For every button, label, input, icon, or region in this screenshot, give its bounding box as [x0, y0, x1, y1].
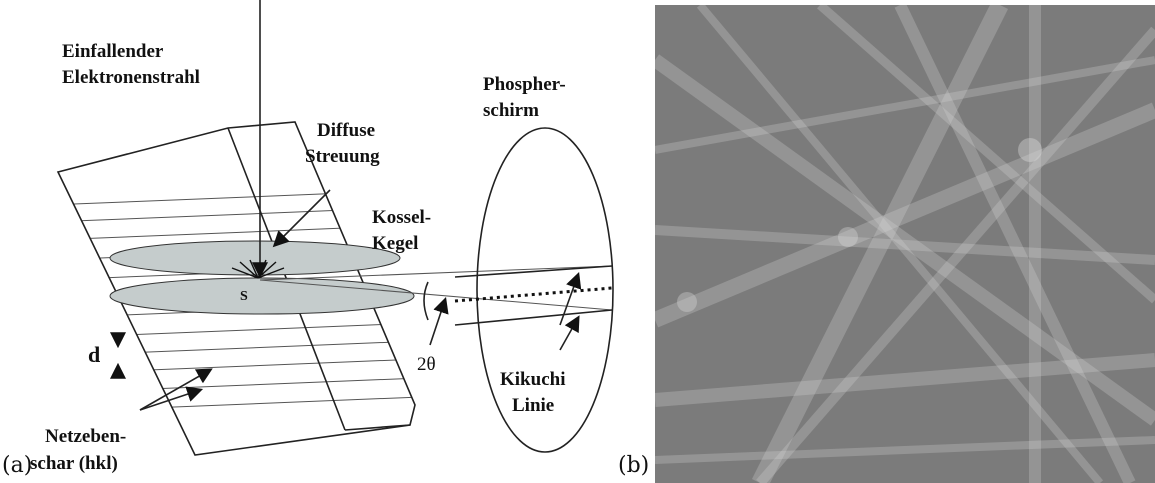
label: Phospher-schirm: [483, 74, 566, 121]
arrow: [430, 300, 445, 345]
label: Kossel-Kegel: [372, 207, 431, 254]
label: S: [240, 289, 248, 304]
arrow: [560, 275, 578, 325]
center-line: [455, 288, 612, 301]
kikuchi-pattern: [655, 5, 1155, 483]
figure: EinfallenderElektronenstrahl DiffuseStre…: [0, 0, 1155, 483]
arrow: [275, 190, 330, 245]
panel-label: (a): [2, 453, 32, 478]
angle-arc: [424, 282, 428, 320]
label: d: [88, 342, 100, 367]
label: 2θ: [417, 354, 436, 375]
label: Netzeben-schar (hkl): [30, 426, 126, 474]
panel-label: (b): [618, 453, 649, 478]
arrow: [560, 318, 578, 350]
kossel-cone: [110, 278, 414, 314]
